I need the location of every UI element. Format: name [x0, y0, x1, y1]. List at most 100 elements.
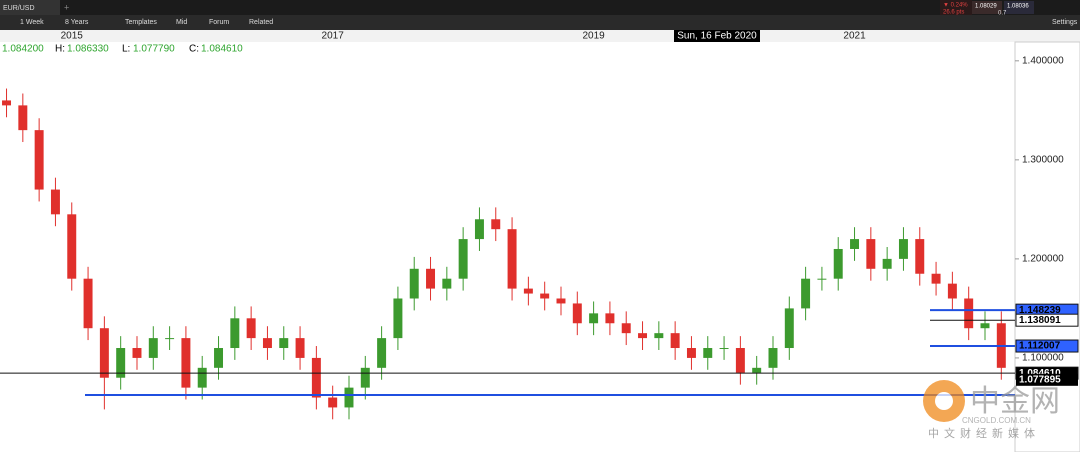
crosshair-date: Sun, 16 Feb 2020 — [677, 31, 757, 42]
candle-body — [915, 239, 925, 274]
change-box — [940, 0, 972, 15]
candle-body — [817, 278, 827, 280]
candle-body — [882, 258, 892, 269]
candle-body — [426, 268, 436, 289]
candle-body — [898, 239, 908, 259]
candle-body — [735, 348, 745, 373]
candle-body — [572, 303, 582, 324]
candle-body — [2, 100, 12, 106]
symbol[interactable]: EUR/USD — [3, 5, 35, 12]
candle-body — [99, 328, 109, 378]
close-label: C: — [189, 44, 199, 55]
price-label: 1.138091 — [1019, 315, 1061, 326]
change: ▼ 0.24% — [943, 3, 968, 9]
toolbar-button[interactable]: Mid — [176, 19, 187, 26]
candle-body — [670, 333, 680, 349]
brand: 中金网 — [970, 385, 1060, 418]
low: 1.077790 — [133, 44, 175, 55]
settings[interactable]: Settings — [1052, 19, 1078, 26]
x-tick-label: 2015 — [61, 31, 84, 42]
candle-body — [768, 348, 778, 368]
candle-body — [409, 268, 419, 299]
add-tab[interactable]: + — [64, 2, 69, 12]
price-label: 1.084610 — [1019, 368, 1061, 379]
candle-body — [980, 323, 990, 329]
ask[interactable]: 1.08036 — [1007, 4, 1029, 10]
candle-body — [328, 397, 338, 408]
y-tick-label: 1.400000 — [1022, 55, 1064, 66]
points: 26.6 pts — [943, 10, 964, 16]
candle-body — [34, 130, 44, 190]
candle-body — [540, 293, 550, 299]
candle-body — [964, 298, 974, 329]
candle-body — [181, 338, 191, 388]
candle-body — [784, 308, 794, 349]
candle-body — [752, 367, 762, 373]
candle-body — [931, 273, 941, 284]
candle-body — [507, 229, 517, 289]
price-label: 1.148239 — [1019, 305, 1061, 316]
candle-body — [18, 105, 28, 131]
candle-body — [83, 278, 93, 329]
last-price-label: 1.077895 — [1019, 374, 1061, 385]
candle-body — [116, 348, 126, 378]
candle-body — [344, 387, 354, 408]
candle-body — [605, 313, 615, 324]
candle-body — [67, 214, 77, 279]
candle-body — [491, 219, 501, 230]
candle-body — [589, 313, 599, 324]
x-tick-label: 2021 — [843, 31, 866, 42]
candle-body — [214, 348, 224, 368]
candle-body — [442, 278, 452, 289]
slogan: 中文财经新媒体 — [928, 426, 1040, 440]
candle-body — [50, 189, 60, 215]
close: 1.084610 — [201, 44, 243, 55]
watermark: 中金网 CNGOLD.COM.CN 中文财经新媒体 — [923, 380, 1060, 440]
symbol-tab[interactable] — [0, 0, 60, 15]
y-tick-label: 1.200000 — [1022, 254, 1064, 265]
candle-body — [866, 239, 876, 269]
y-tick-label: 1.300000 — [1022, 154, 1064, 165]
candle-body — [474, 219, 484, 240]
candle-body — [833, 248, 843, 279]
interval[interactable]: 1 Week — [20, 19, 44, 26]
candle-body — [801, 278, 811, 309]
candle-body — [947, 283, 957, 299]
candle-body — [703, 348, 713, 358]
ask-box[interactable] — [1004, 1, 1034, 14]
bid-box[interactable] — [972, 1, 1002, 14]
price-label: 1.112007 — [1019, 341, 1061, 352]
price-label-box — [1015, 339, 1079, 353]
toolbar-button[interactable]: Templates — [125, 19, 157, 26]
candle-body — [686, 348, 696, 358]
candle-body — [719, 348, 729, 350]
last-price-box — [1016, 373, 1078, 386]
candle-body — [360, 367, 370, 388]
toolbar — [0, 15, 1080, 30]
candle-body — [850, 239, 860, 249]
candle-body — [458, 239, 468, 279]
high-label: H: — [55, 44, 65, 55]
toolbar-button[interactable]: Related — [249, 19, 273, 26]
candle-body — [393, 298, 403, 339]
logo-inner — [935, 392, 953, 410]
candle-body — [295, 338, 305, 358]
candle-body — [262, 338, 272, 349]
candle-body — [377, 338, 387, 368]
range[interactable]: 8 Years — [65, 19, 89, 26]
candle-body — [148, 338, 158, 358]
candle-body — [197, 367, 207, 388]
x-tick-label: 2017 — [322, 31, 345, 42]
toolbar-button[interactable]: Forum — [209, 19, 229, 26]
time-axis — [0, 30, 1080, 42]
bid[interactable]: 1.08029 — [975, 4, 997, 10]
open: 1.084200 — [2, 44, 44, 55]
candle-body — [311, 357, 321, 398]
candle-body — [230, 318, 240, 349]
high: 1.086330 — [67, 44, 109, 55]
site: CNGOLD.COM.CN — [962, 416, 1031, 425]
ohlc: 1.084200 H: 1.086330 L: 1.077790 C: 1.08… — [2, 44, 243, 55]
price-label-box — [1015, 313, 1079, 327]
